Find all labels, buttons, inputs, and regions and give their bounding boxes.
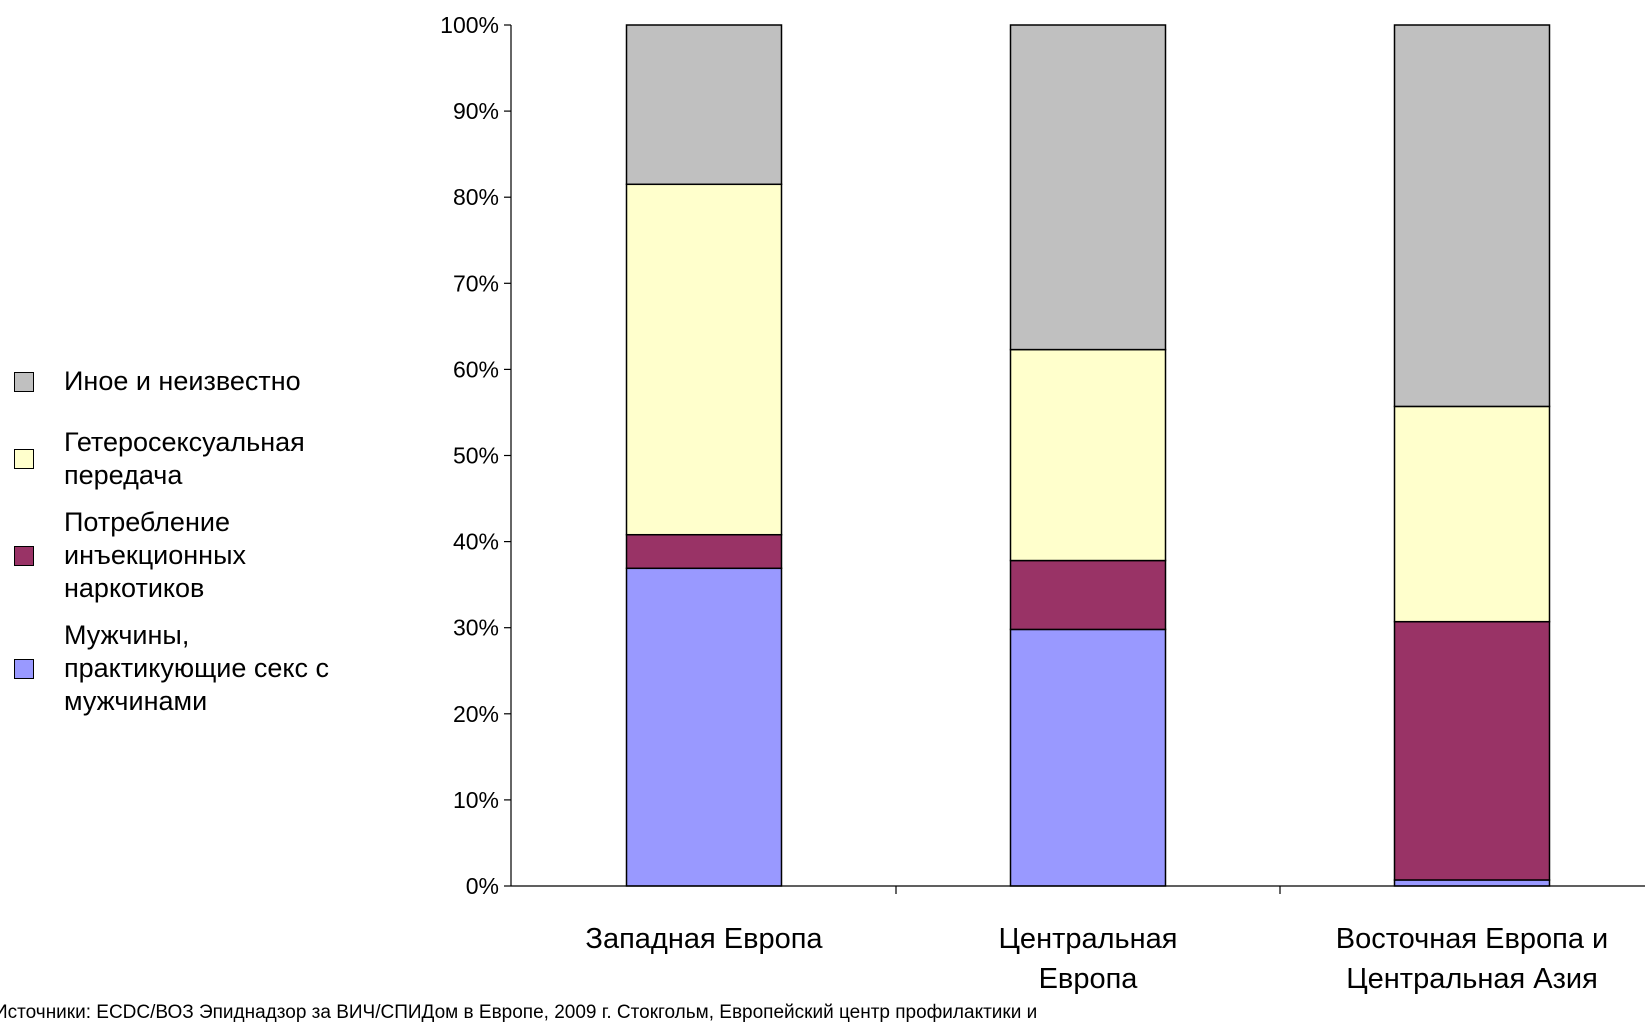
bar-segment-0-3 (625, 24, 783, 186)
y-tick-label-1: 10% (453, 787, 499, 813)
legend-swatch (14, 449, 34, 469)
y-tick-label-2: 20% (453, 701, 499, 727)
legend-swatch (14, 545, 34, 566)
bar-segment-1-1 (1009, 559, 1167, 631)
legend-label: Иное и неизвестно (64, 366, 301, 396)
y-tick-label-5: 50% (453, 443, 499, 469)
bar-segment-2-1 (1393, 620, 1551, 881)
bar-segment-1-2 (1009, 348, 1167, 562)
y-tick-label-6: 60% (453, 356, 499, 382)
y-tick-label-8: 80% (453, 184, 499, 210)
y-tick-label-7: 70% (453, 270, 499, 296)
legend-item: Потребление инъекционных наркотиков (14, 506, 374, 605)
y-tick-label-0: 0% (466, 873, 499, 899)
legend-label: Гетеросексуальная передача (64, 427, 305, 490)
bar-segment-0-1 (625, 533, 783, 570)
legend-item: Мужчины, практикующие секс с мужчинами (14, 619, 374, 718)
source-note: Источники: ECDC/ВОЗ Эпиднадзор за ВИЧ/СП… (0, 1002, 1038, 1023)
bar-segment-0-2 (625, 183, 783, 536)
bar-segment-1-3 (1009, 24, 1167, 351)
legend-item: Гетеросексуальная передача (14, 426, 374, 492)
legend-swatch (14, 371, 34, 392)
bar-segment-0-0 (625, 567, 783, 887)
bar-segment-2-0 (1393, 879, 1551, 887)
y-tick-label-10: 100% (440, 12, 499, 38)
x-category-label-2: Восточная Европа и Центральная Азия (1335, 923, 1609, 995)
bar-segment-2-3 (1393, 24, 1551, 408)
legend: Иное и неизвестно Гетеросексуальная перед… (14, 365, 374, 718)
bar-segment-2-2 (1393, 405, 1551, 623)
bar-segment-1-0 (1009, 628, 1167, 887)
legend-label: Мужчины, практикующие секс с мужчинами (64, 620, 330, 716)
x-category-label-1: Центральная Европа (998, 923, 1178, 995)
legend-label: Потребление инъекционных наркотиков (64, 507, 246, 603)
y-tick-label-9: 90% (453, 98, 499, 124)
x-category-label-0: Западная Европа (585, 923, 823, 955)
y-tick-label-4: 40% (453, 529, 499, 555)
y-tick-label-3: 30% (453, 615, 499, 641)
legend-item: Иное и неизвестно (14, 365, 374, 398)
legend-swatch (14, 658, 34, 679)
